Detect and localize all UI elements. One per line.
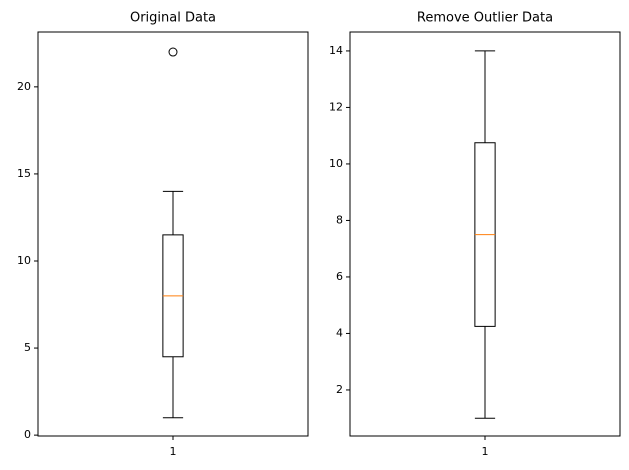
x-tick-label: 1: [482, 445, 489, 458]
y-tick-label: 15: [17, 167, 31, 180]
y-tick-label: 14: [329, 44, 343, 57]
y-tick-label: 5: [24, 341, 31, 354]
y-tick-label: 10: [17, 254, 31, 267]
y-tick-label: 20: [17, 80, 31, 93]
y-tick-label: 8: [336, 213, 343, 226]
y-tick-label: 0: [24, 428, 31, 441]
chart-title: Remove Outlier Data: [417, 11, 553, 26]
y-tick-label: 10: [329, 157, 343, 170]
y-tick-label: 12: [329, 100, 343, 113]
y-tick-label: 6: [336, 270, 343, 283]
flier: [168, 47, 178, 57]
x-tick-label: 1: [170, 445, 177, 458]
y-tick-label: 4: [336, 326, 343, 339]
y-tick-label: 2: [336, 383, 343, 396]
chart-title: Original Data: [130, 11, 216, 26]
